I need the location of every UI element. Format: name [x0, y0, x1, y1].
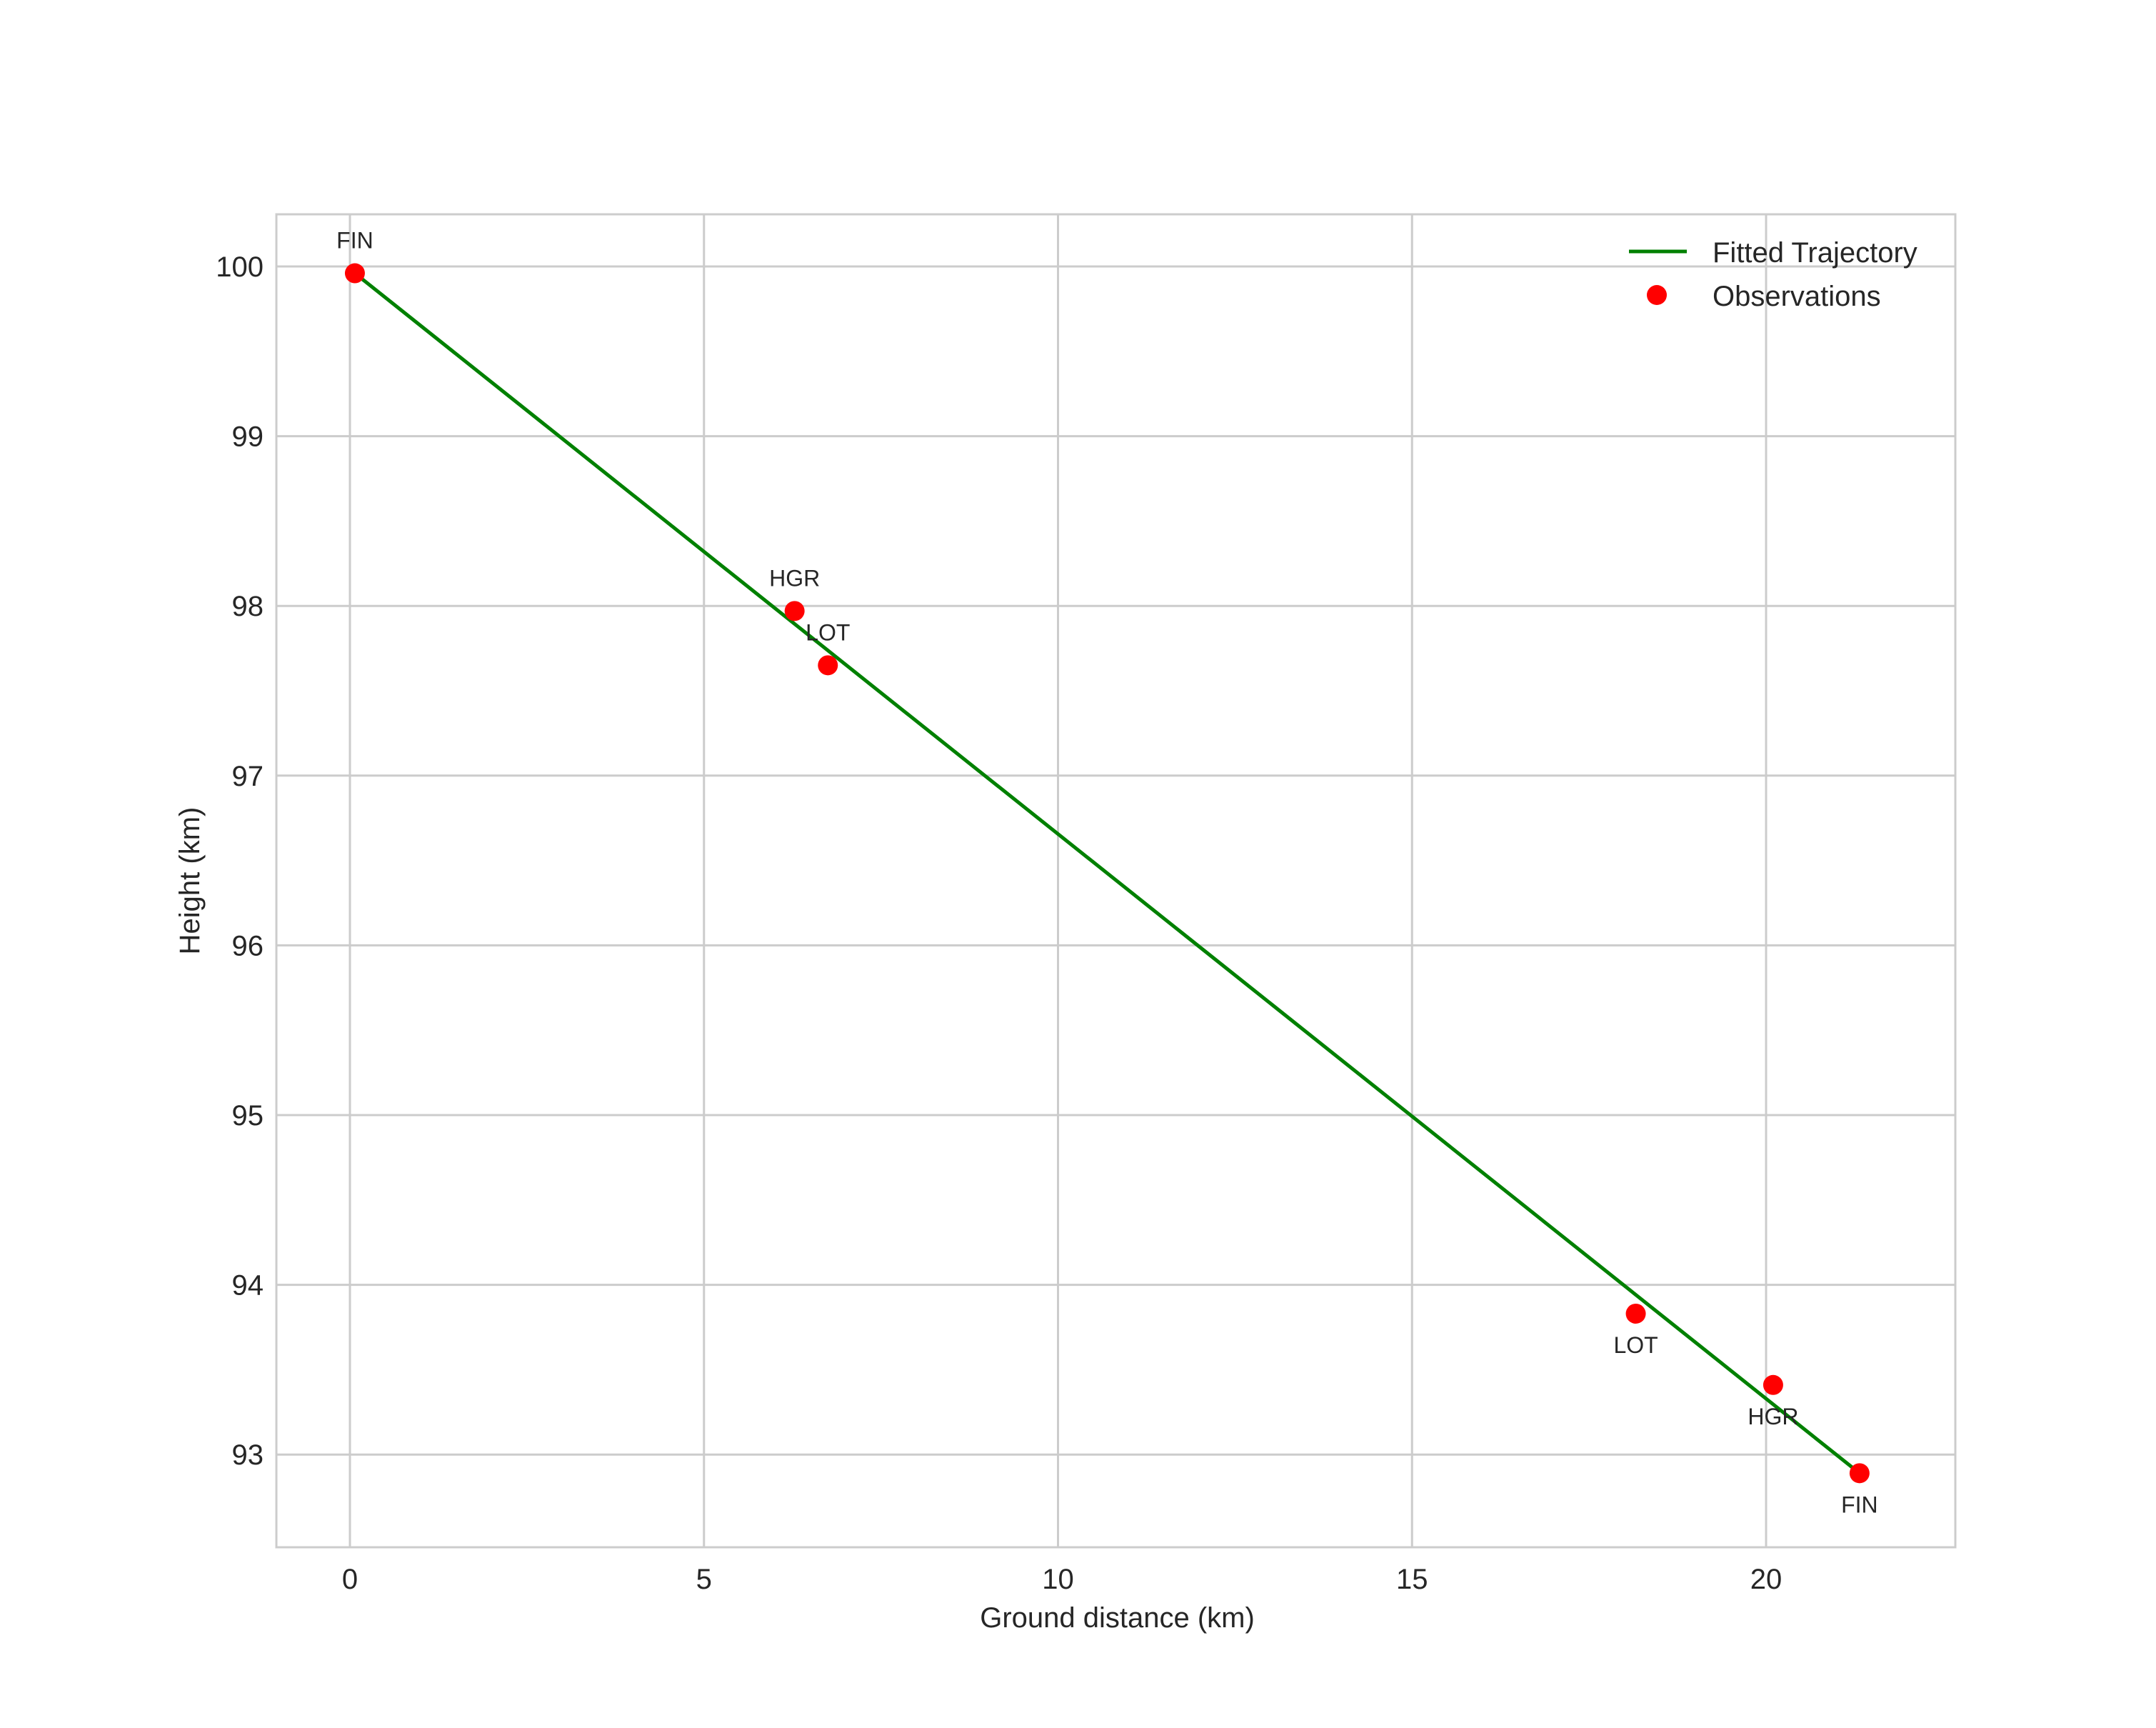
- y-axis-ticks: 93 94 95 96 97 98 99 100: [216, 251, 264, 1471]
- observation-station-label: FIN: [336, 228, 373, 254]
- x-axis-label: Ground distance (km): [980, 1602, 1255, 1634]
- observation-point: [784, 601, 805, 621]
- y-tick-label: 97: [232, 761, 264, 792]
- plot-series: FIN HGR LOT LOT HGR FIN: [336, 228, 1877, 1518]
- observation-point: [344, 263, 365, 284]
- x-tick-label: 0: [342, 1564, 358, 1595]
- y-tick-label: 96: [232, 930, 264, 962]
- y-tick-label: 99: [232, 421, 264, 453]
- observation-point: [1763, 1374, 1783, 1395]
- legend-dot-icon: [1647, 285, 1667, 305]
- y-axis-label: Height (km): [174, 807, 206, 955]
- observation-station-label: LOT: [806, 619, 850, 645]
- observation-station-label: LOT: [1613, 1332, 1658, 1358]
- grid-lines: [276, 214, 1955, 1547]
- x-tick-label: 20: [1750, 1564, 1783, 1595]
- y-tick-label: 98: [232, 591, 264, 622]
- y-tick-label: 100: [216, 251, 264, 283]
- observation-point: [1849, 1463, 1870, 1484]
- plot-frame: [275, 213, 1957, 1549]
- fitted-trajectory-line: [354, 271, 1861, 1475]
- y-tick-label: 94: [232, 1270, 264, 1302]
- y-tick-label: 93: [232, 1439, 264, 1471]
- observation-station-label: HGR: [1748, 1404, 1798, 1429]
- x-tick-label: 5: [696, 1564, 712, 1595]
- x-axis-ticks: 0 5 10 15 20: [342, 1564, 1782, 1595]
- observation-point: [1625, 1303, 1646, 1324]
- legend-label-fitted-trajectory: Fitted Trajectory: [1713, 237, 1917, 269]
- y-tick-label: 95: [232, 1100, 264, 1132]
- legend: Fitted Trajectory Observations: [1629, 237, 1917, 312]
- x-tick-label: 15: [1396, 1564, 1428, 1595]
- x-tick-label: 10: [1042, 1564, 1074, 1595]
- legend-label-observations: Observations: [1713, 281, 1881, 312]
- observation-station-label: HGR: [769, 565, 820, 591]
- observation-station-label: FIN: [1841, 1492, 1878, 1517]
- observation-point: [818, 655, 838, 676]
